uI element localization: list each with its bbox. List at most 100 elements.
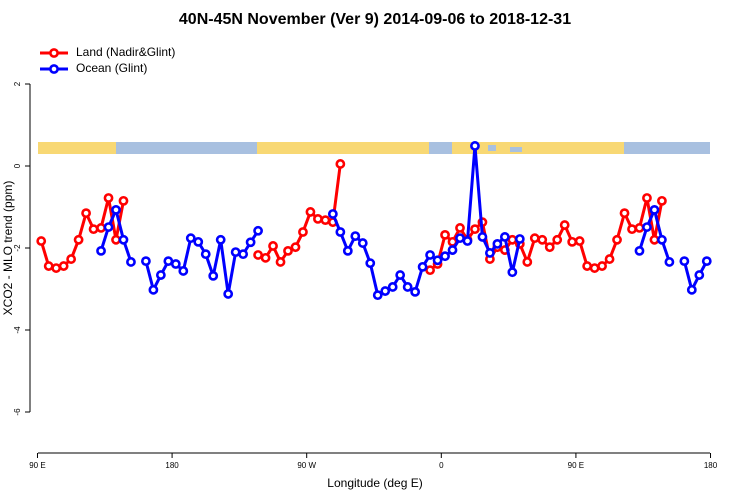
data-point — [537, 234, 548, 245]
data-point — [111, 234, 121, 245]
data-point — [664, 257, 675, 267]
data-point — [372, 290, 383, 301]
data-point — [36, 236, 47, 246]
data-point — [485, 248, 495, 258]
data-point — [51, 263, 62, 273]
data-point — [642, 222, 652, 232]
data-point — [686, 284, 697, 295]
data-point — [425, 250, 435, 260]
data-point — [417, 261, 428, 272]
data-point — [88, 224, 99, 235]
data-point — [275, 257, 286, 267]
x-tick-label: 180 — [704, 461, 718, 470]
data-point — [335, 159, 346, 169]
data-point — [559, 220, 570, 230]
data-point — [582, 261, 593, 271]
legend-marker — [49, 48, 59, 58]
data-point — [619, 208, 630, 219]
data-point — [350, 231, 361, 242]
data-point — [163, 256, 174, 267]
data-point — [208, 270, 219, 281]
data-point — [597, 261, 607, 271]
data-point — [313, 213, 323, 224]
data-point — [589, 263, 600, 273]
data-point — [73, 234, 84, 245]
data-point — [193, 236, 204, 247]
data-point — [395, 270, 406, 280]
data-point — [499, 232, 510, 242]
data-point — [103, 222, 114, 232]
y-tick-label: 0 — [13, 163, 22, 168]
data-point — [627, 224, 637, 235]
land-ocean-strip — [38, 142, 710, 154]
data-point — [507, 234, 518, 245]
data-point — [118, 195, 129, 206]
y-tick-label: -4 — [13, 326, 22, 334]
data-point — [148, 284, 159, 295]
data-point — [238, 249, 249, 260]
data-point — [522, 257, 533, 267]
data-point — [634, 245, 645, 256]
y-tick-label: -2 — [13, 244, 22, 252]
x-axis-title: Longitude (deg E) — [327, 476, 422, 490]
x-tick-label: 180 — [165, 461, 179, 470]
x-tick-label: 90 W — [297, 461, 316, 470]
legend-label: Ocean (Glint) — [76, 61, 147, 75]
data-point — [649, 204, 660, 215]
x-tick-label: 90 E — [29, 461, 45, 470]
data-point — [455, 223, 465, 233]
data-point — [634, 223, 645, 233]
data-point — [230, 247, 241, 257]
data-point — [96, 223, 106, 233]
data-point — [260, 252, 271, 263]
data-point — [365, 258, 376, 269]
data-point — [657, 234, 667, 245]
data-point — [215, 234, 226, 245]
chart-title: 40N-45N November (Ver 9) 2014-09-06 to 2… — [179, 11, 571, 28]
data-point — [305, 207, 316, 217]
data-point — [155, 270, 166, 280]
data-point — [387, 282, 398, 292]
data-point — [694, 270, 705, 280]
x-tick-label: 0 — [439, 461, 444, 470]
data-point — [642, 193, 652, 203]
data-point — [96, 245, 106, 256]
ocean-band — [510, 147, 522, 152]
data-point — [701, 256, 712, 267]
data-point — [66, 254, 77, 264]
y-axis-title: XCO2 - MLO trend (ppm) — [1, 181, 15, 316]
ocean-band — [488, 145, 496, 151]
data-point — [141, 256, 151, 267]
data-point — [126, 257, 136, 267]
data-point — [118, 234, 129, 245]
data-point — [425, 265, 435, 276]
legend-label: Land (Nadir&Glint) — [76, 45, 175, 59]
series — [96, 141, 712, 301]
data-point — [290, 242, 301, 253]
legend-marker — [49, 64, 59, 74]
data-point — [357, 238, 368, 248]
data-point — [612, 234, 622, 245]
data-point — [402, 282, 413, 292]
data-point — [649, 234, 660, 245]
data-point — [185, 233, 196, 244]
x-tick-label: 90 E — [568, 461, 584, 470]
data-point — [544, 242, 555, 253]
data-point — [462, 236, 473, 246]
data-point — [567, 236, 578, 247]
data-point — [178, 266, 189, 276]
data-point — [327, 209, 338, 219]
data-point — [679, 256, 690, 267]
data-point — [507, 267, 518, 278]
data-point — [477, 232, 488, 242]
data-point — [81, 208, 91, 219]
legend: Land (Nadir&Glint) Ocean (Glint) — [40, 45, 175, 75]
y-tick-label: -6 — [13, 408, 22, 416]
data-point — [432, 255, 443, 266]
data-point — [470, 224, 480, 235]
data-point — [410, 286, 421, 297]
data-point — [283, 245, 293, 256]
data-point — [604, 254, 615, 264]
